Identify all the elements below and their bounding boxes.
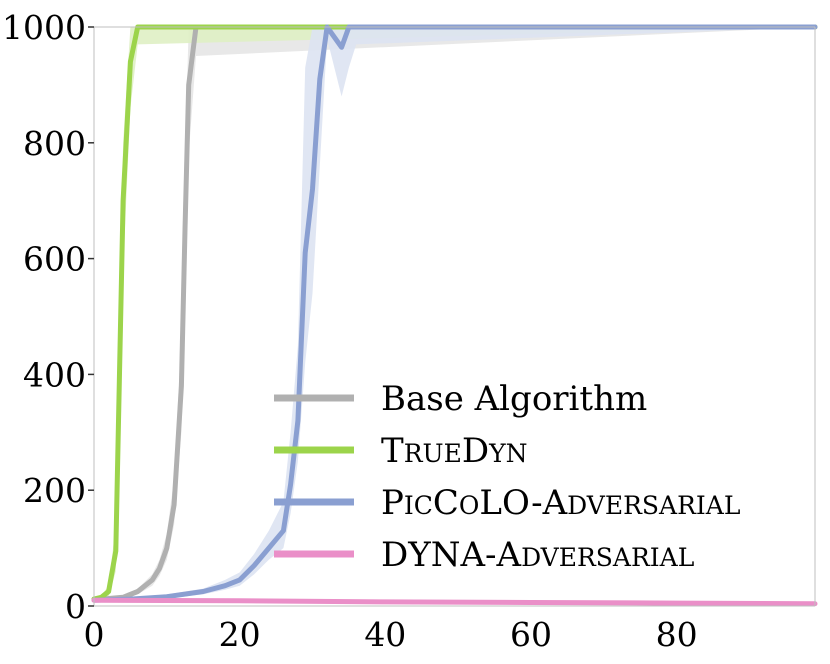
x-tick-label: 40 [364, 615, 406, 654]
y-tick-label: 400 [23, 355, 86, 394]
series-lines [91, 24, 818, 607]
dyna-adversarial-legend-label: DYNA-ADVERSARIAL [381, 535, 694, 575]
x-tick-label: 20 [219, 615, 261, 654]
y-tick-label: 800 [23, 124, 86, 163]
x-tick-label: 80 [656, 615, 698, 654]
x-tick-labels: 0 20 40 60 80 [84, 615, 698, 654]
truedyn-legend-label: TRUEDYN [381, 431, 528, 471]
y-tick-label: 0 [65, 587, 86, 626]
axes [93, 26, 816, 607]
y-tick-label: 200 [23, 471, 86, 510]
y-tick-labels: 0 200 400 600 800 1000 [2, 8, 94, 626]
y-tick-label: 1000 [2, 8, 86, 47]
truedyn-line [91, 24, 818, 602]
y-tick-label: 600 [23, 240, 86, 279]
legend: Base Algorithm TRUEDYN PICCOLO-ADVERSARIAL… [274, 379, 740, 575]
dyna-adversarial-line [91, 597, 818, 607]
x-tick-label: 60 [510, 615, 552, 654]
piccolo-adversarial-legend-label: PICCOLO-ADVERSARIAL [381, 483, 740, 523]
piccolo-adversarial-line [91, 24, 818, 603]
x-tick-label: 0 [84, 615, 105, 654]
base-algorithm-legend-label: Base Algorithm [381, 379, 647, 419]
